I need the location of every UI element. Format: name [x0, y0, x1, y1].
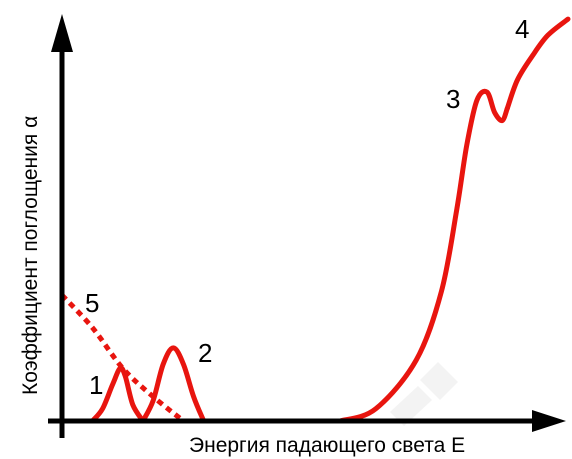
series-2-line — [140, 345, 207, 424]
curves — [60, 16, 571, 424]
series-3-line — [337, 88, 510, 424]
curve-label-3: 3 — [446, 84, 460, 114]
x-axis-label: Энергия падающего света E — [189, 434, 465, 457]
watermark — [390, 362, 458, 426]
x-axis-arrow — [532, 410, 566, 432]
curve-label-5: 5 — [85, 288, 99, 318]
series-4-line — [504, 16, 571, 111]
axes — [48, 14, 566, 438]
y-axis-arrow — [51, 14, 73, 52]
y-axis-label: Коэффициент поглощения α — [19, 116, 42, 395]
curve-label-1: 1 — [89, 370, 103, 400]
curve-label-2: 2 — [198, 338, 212, 368]
curve-labels: 1 2 5 3 4 — [85, 14, 529, 400]
curve-label-4: 4 — [515, 14, 529, 44]
